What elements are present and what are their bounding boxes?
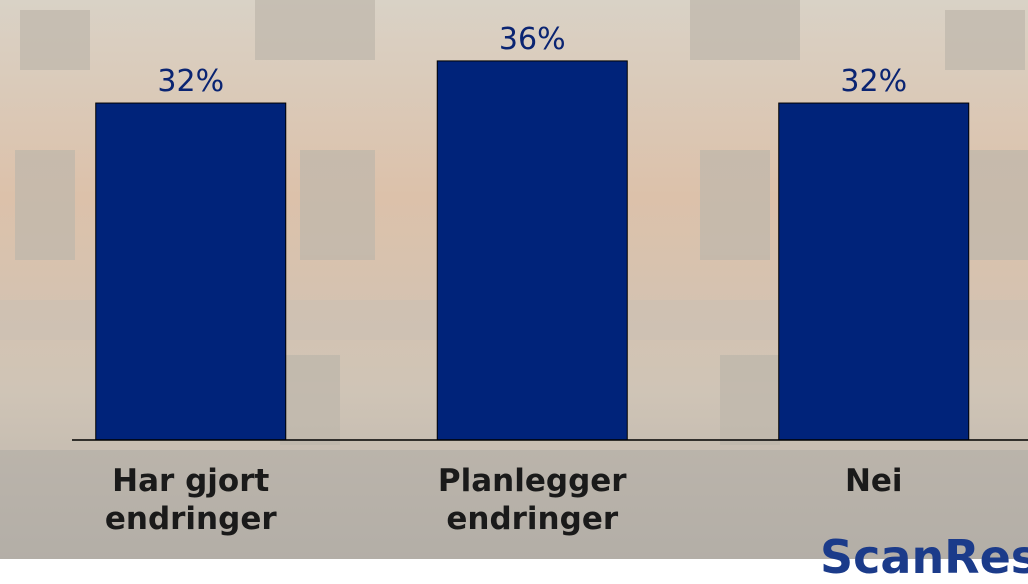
value-label: 32% bbox=[157, 64, 224, 99]
value-label: 36% bbox=[499, 22, 566, 57]
chart: 32% 36% 32% bbox=[72, 22, 1028, 441]
x-tick-label: Planlegger endringer bbox=[437, 463, 627, 537]
bar bbox=[778, 102, 970, 441]
logo: ScanRes bbox=[820, 530, 1028, 584]
value-label: 32% bbox=[840, 64, 907, 99]
x-tick-label: Har gjort endringer bbox=[104, 463, 277, 537]
x-tick-label: Nei bbox=[844, 463, 903, 499]
bar bbox=[436, 60, 628, 441]
bar bbox=[95, 102, 287, 441]
